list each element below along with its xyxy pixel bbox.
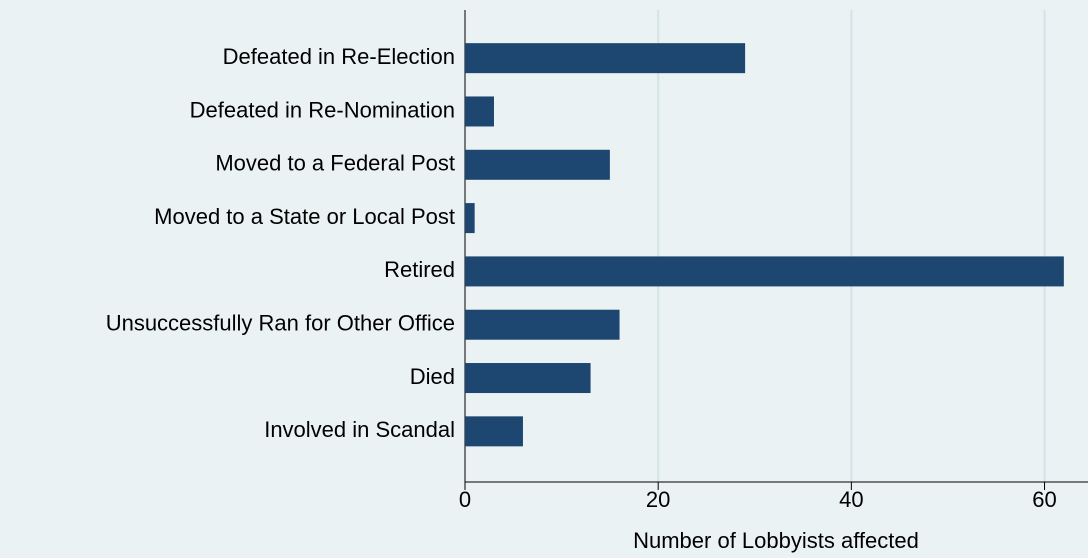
y-tick-label: Moved to a State or Local Post xyxy=(154,204,455,229)
y-tick-label: Defeated in Re-Election xyxy=(223,44,455,69)
y-tick-label: Died xyxy=(410,364,455,389)
bar xyxy=(465,309,620,340)
y-tick-label: Moved to a Federal Post xyxy=(215,151,455,176)
y-tick-label: Unsuccessfully Ran for Other Office xyxy=(106,311,455,336)
bar xyxy=(465,256,1064,287)
bar xyxy=(465,43,746,74)
bar xyxy=(465,203,475,234)
bar xyxy=(465,416,523,447)
x-tick-label: 0 xyxy=(459,487,471,512)
bar xyxy=(465,363,591,394)
y-tick-label: Involved in Scandal xyxy=(264,417,455,442)
y-tick-label: Defeated in Re-Nomination xyxy=(190,97,455,122)
bar xyxy=(465,96,494,127)
x-axis-label: Number of Lobbyists affected xyxy=(633,528,919,553)
y-tick-label: Retired xyxy=(384,257,455,282)
x-tick-label: 40 xyxy=(839,487,863,512)
x-tick-label: 20 xyxy=(646,487,670,512)
x-tick-label: 60 xyxy=(1032,487,1056,512)
bar xyxy=(465,149,610,180)
